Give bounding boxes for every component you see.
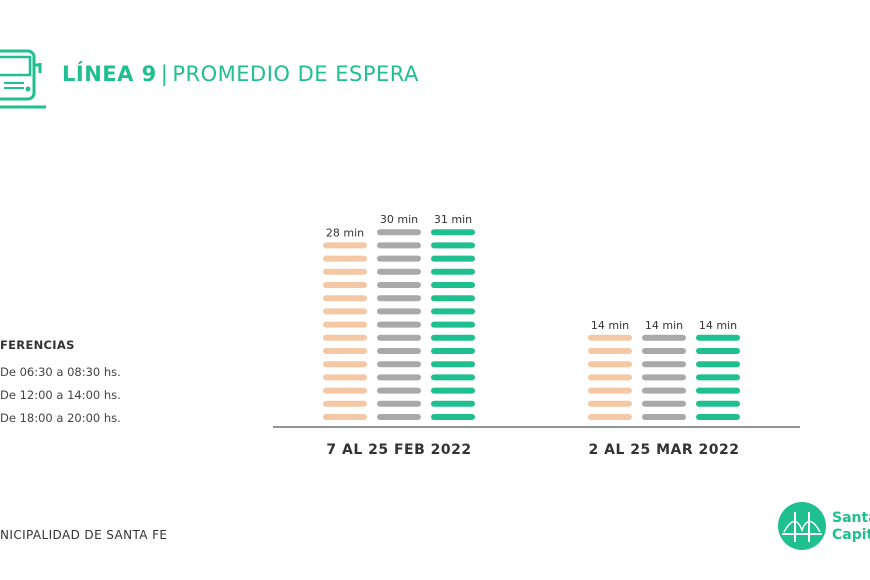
bar-segment — [588, 348, 632, 354]
legend-item-evening: De 18:00 a 20:00 hs. — [0, 411, 121, 425]
bar-segment — [431, 242, 475, 249]
legend: FERENCIAS De 06:30 a 08:30 hs. De 12:00 … — [0, 338, 121, 430]
bar-segment — [642, 334, 686, 341]
bar-1-3 — [431, 229, 475, 420]
category-label: 2 AL 25 MAR 2022 — [589, 442, 740, 458]
bar-segment — [431, 295, 475, 302]
page-title: LÍNEA 9 | PROMEDIO DE ESPERA — [62, 62, 419, 86]
bar-segment — [642, 361, 686, 368]
bar-segment — [377, 282, 421, 288]
bar-segment — [431, 361, 475, 368]
data-label: 30 min — [380, 213, 418, 226]
bar-segment — [377, 400, 421, 407]
bar-segment — [377, 268, 421, 275]
bar-segment — [588, 361, 632, 368]
bar-segment — [431, 387, 475, 394]
bar-segment — [642, 414, 686, 420]
bar-segment — [642, 374, 686, 381]
logo-line1: Santa — [832, 510, 870, 526]
bar-segment — [377, 414, 421, 420]
bar-segment — [431, 282, 475, 288]
bar-2-1 — [588, 334, 632, 420]
bar-segment — [431, 268, 475, 275]
bar-segment — [377, 374, 421, 381]
logo-line2: Capita — [832, 527, 870, 543]
bar-segment — [431, 229, 475, 236]
bar-segment — [588, 400, 632, 407]
data-label: 14 min — [645, 319, 683, 332]
bus-icon — [0, 49, 46, 109]
bar-segment — [323, 348, 367, 354]
bar-segment — [696, 387, 740, 394]
bar-segment — [323, 400, 367, 407]
bar-segment — [696, 400, 740, 407]
data-label: 31 min — [434, 213, 472, 226]
bar-segment — [323, 242, 367, 249]
bar-segment — [377, 295, 421, 302]
data-label: 28 min — [326, 226, 364, 239]
bar-segment — [377, 321, 421, 328]
santa-fe-logo: Santa Capita — [778, 502, 870, 552]
bar-segment — [323, 255, 367, 262]
bridge-logo-icon — [778, 502, 826, 550]
data-label: 14 min — [699, 319, 737, 332]
bar-segment — [696, 374, 740, 381]
bar-segment — [323, 321, 367, 328]
bar-segment — [323, 308, 367, 315]
bar-segment — [431, 400, 475, 407]
bar-segment — [377, 348, 421, 354]
bar-segment — [431, 334, 475, 341]
logo-text: Santa Capita — [832, 510, 870, 544]
bar-segment — [323, 374, 367, 381]
bar-segment — [696, 334, 740, 341]
bar-segment — [377, 308, 421, 315]
bar-segment — [323, 295, 367, 302]
bar-2-2 — [642, 334, 686, 420]
bar-1-2 — [377, 229, 421, 420]
bar-segment — [377, 255, 421, 262]
bar-segment — [431, 348, 475, 354]
bar-segment — [431, 321, 475, 328]
bar-segment — [323, 282, 367, 288]
legend-title: FERENCIAS — [0, 338, 75, 352]
bar-segment — [642, 387, 686, 394]
bar-segment — [377, 387, 421, 394]
bar-2-3 — [696, 334, 740, 420]
bar-segment — [377, 334, 421, 341]
bar-segment — [431, 255, 475, 262]
bar-segment — [431, 414, 475, 420]
bar-segment — [323, 334, 367, 341]
bar-segment — [642, 400, 686, 407]
title-subtitle: PROMEDIO DE ESPERA — [172, 62, 419, 86]
title-line-number: LÍNEA 9 — [62, 62, 157, 86]
bar-segment — [696, 361, 740, 368]
bar-segment — [588, 334, 632, 341]
data-label: 14 min — [591, 319, 629, 332]
bar-segment — [696, 348, 740, 354]
bar-segment — [377, 242, 421, 249]
bar-segment — [588, 414, 632, 420]
bar-segment — [323, 361, 367, 368]
bar-segment — [431, 374, 475, 381]
title-separator: | — [160, 62, 169, 86]
footer-text: NICIPALIDAD DE SANTA FE — [0, 528, 168, 542]
bar-segment — [323, 387, 367, 394]
bar-segment — [696, 414, 740, 420]
bar-segment — [323, 268, 367, 275]
legend-item-noon: De 12:00 a 14:00 hs. — [0, 388, 121, 402]
bar-segment — [323, 414, 367, 420]
bar-segment — [431, 308, 475, 315]
bar-1-1 — [323, 242, 367, 420]
bar-segment — [377, 361, 421, 368]
bar-segment — [642, 348, 686, 354]
legend-item-morning: De 06:30 a 08:30 hs. — [0, 365, 121, 379]
bar-segment — [588, 387, 632, 394]
category-label: 7 AL 25 FEB 2022 — [326, 442, 471, 458]
bar-segment — [377, 229, 421, 236]
bar-segment — [588, 374, 632, 381]
